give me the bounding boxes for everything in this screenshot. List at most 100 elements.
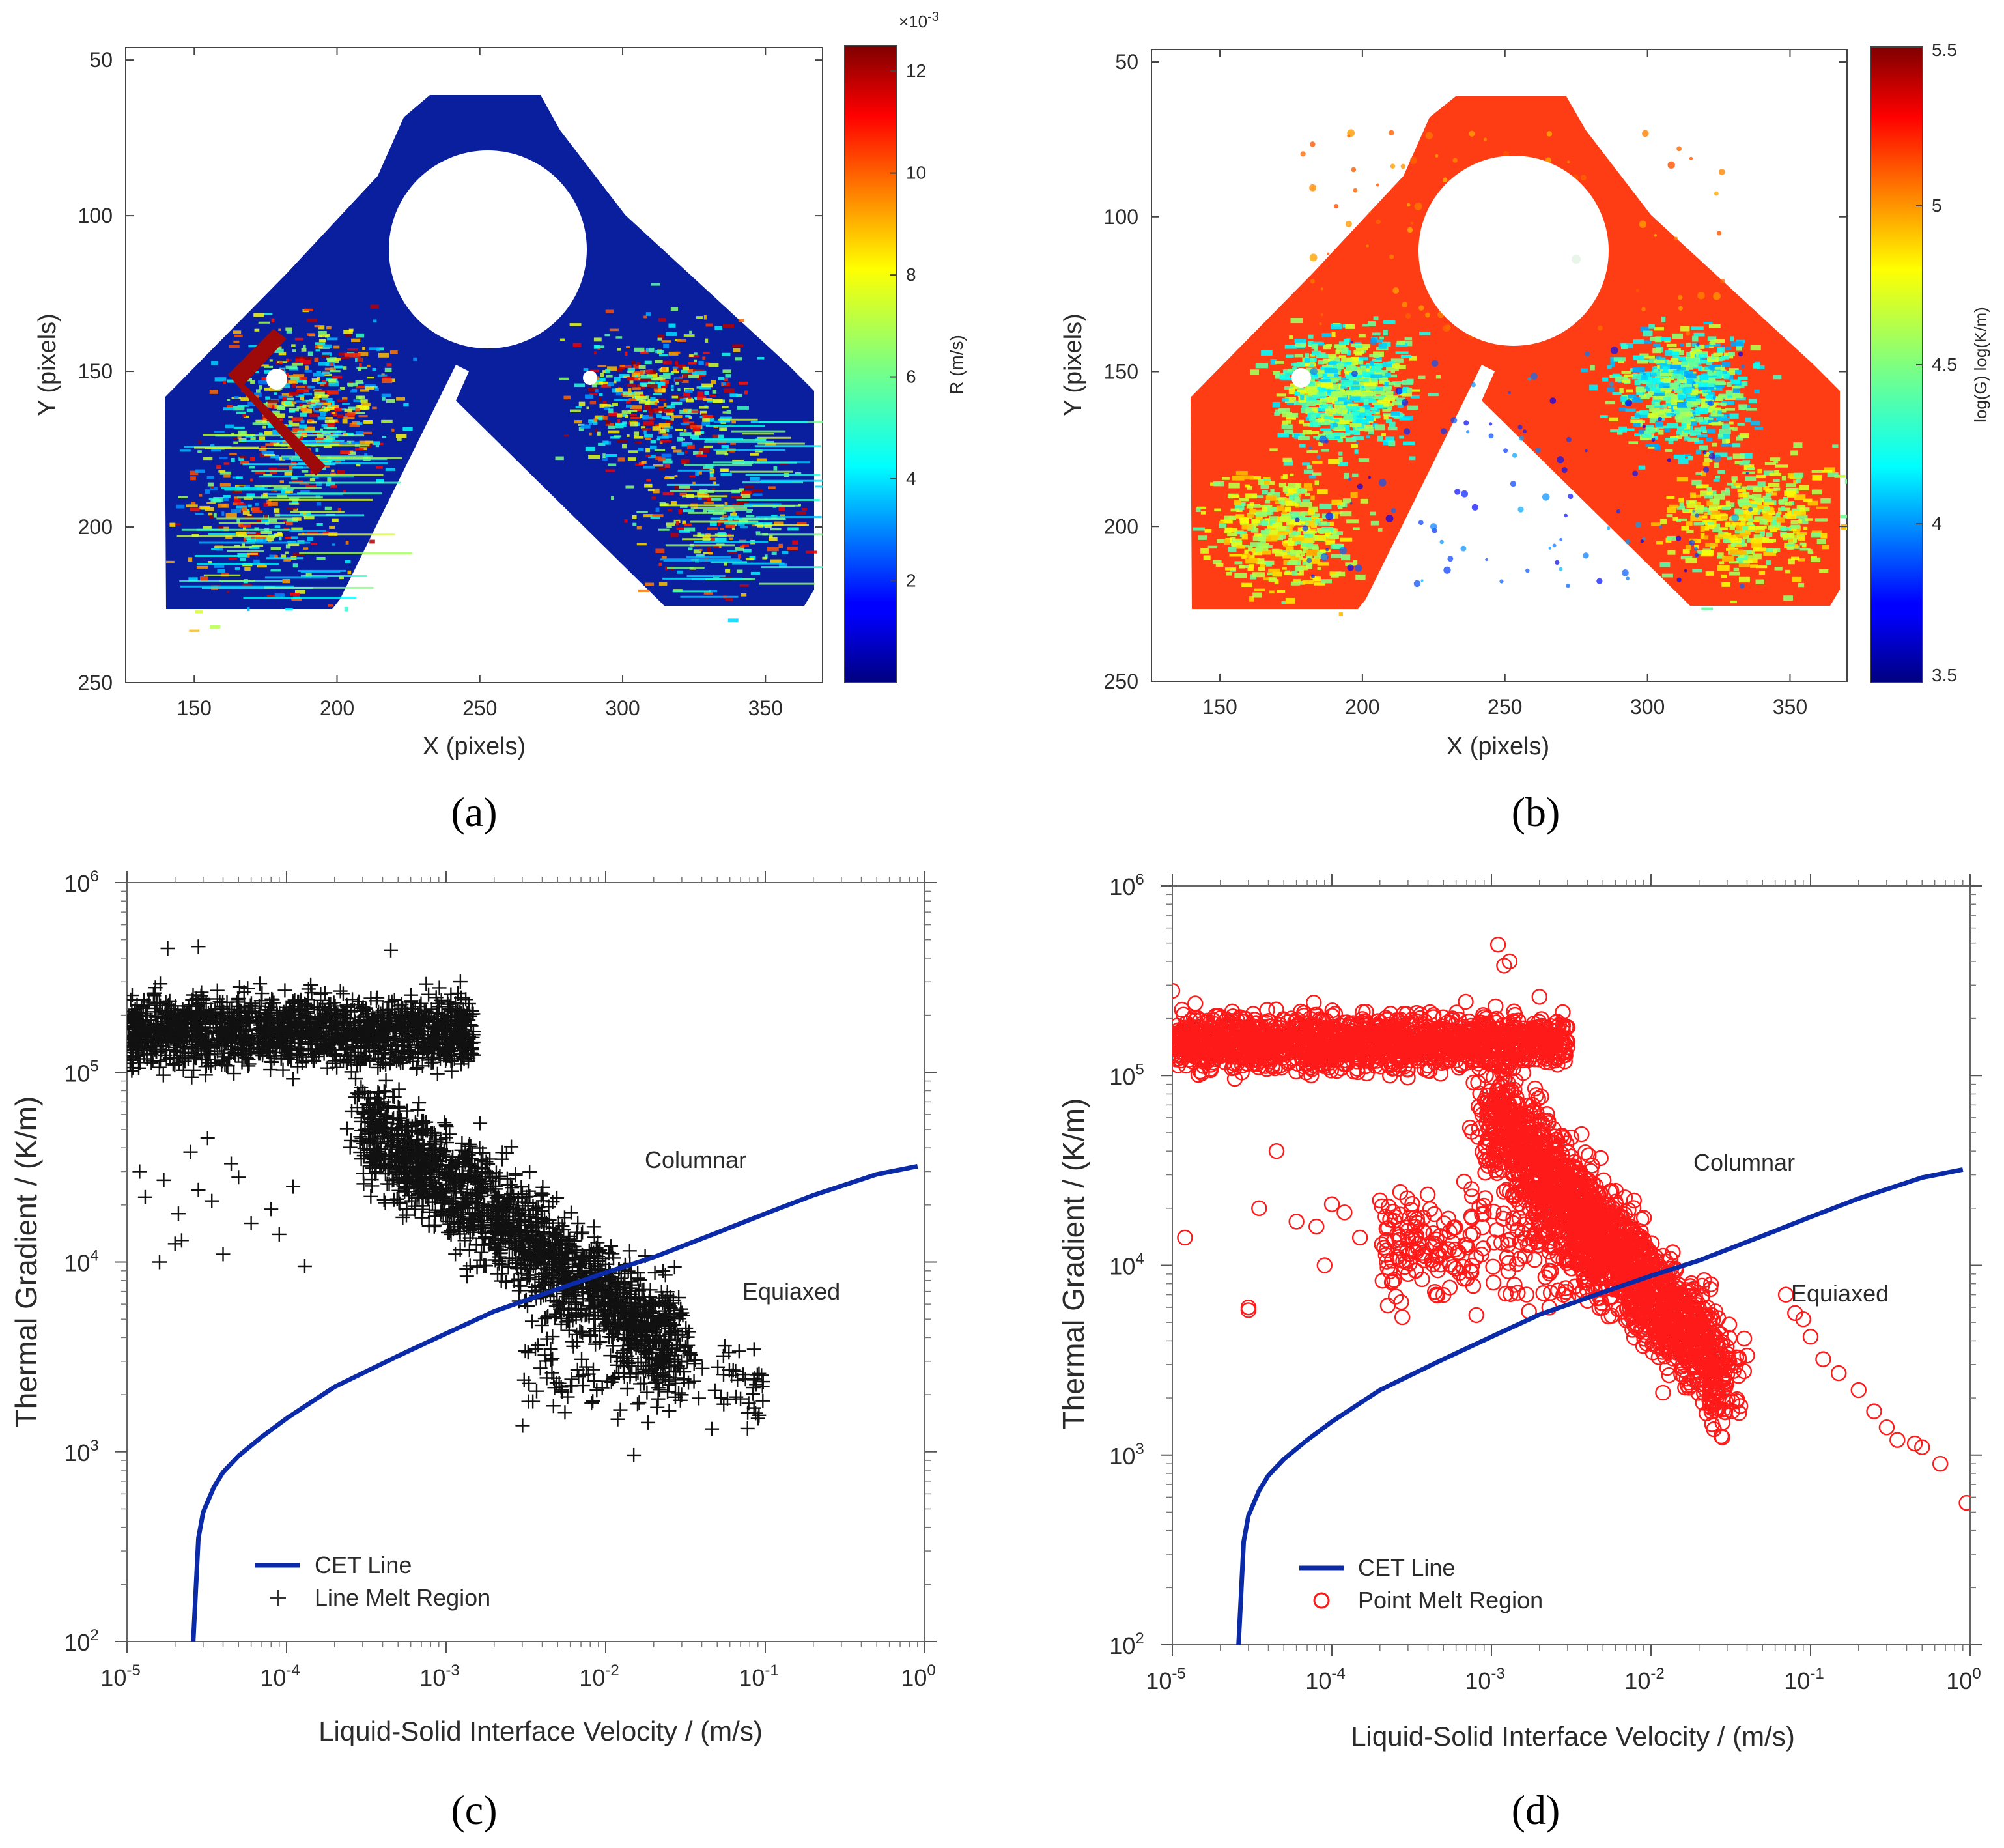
- rate-cell: [254, 328, 260, 332]
- rate-cell: [237, 404, 249, 407]
- gradient-cell: [1799, 507, 1805, 512]
- gradient-cell: [1333, 391, 1343, 395]
- rate-cell: [572, 343, 582, 347]
- gradient-cell: [1730, 341, 1743, 347]
- gradient-cell: [1783, 537, 1788, 541]
- rate-cell: [279, 537, 282, 541]
- gradient-cell: [1715, 396, 1724, 401]
- rate-cell: [244, 415, 249, 418]
- gradient-cell: [1330, 384, 1342, 390]
- gradient-speck: [1555, 560, 1560, 565]
- rate-cell: [254, 371, 259, 373]
- gradient-cell: [1329, 531, 1337, 535]
- rate-cell: [232, 476, 240, 479]
- gradient-cell: [1275, 372, 1280, 378]
- rate-cell: [321, 423, 328, 428]
- gradient-cell: [1772, 516, 1781, 520]
- gradient-cell: [1306, 563, 1313, 569]
- rate-cell: [307, 530, 318, 534]
- rate-cell: [744, 390, 748, 395]
- rate-cell: [320, 428, 323, 432]
- gradient-cell: [1685, 398, 1697, 402]
- rate-cell: [285, 489, 293, 494]
- gradient-cell: [1355, 574, 1366, 580]
- gradient-speck: [1320, 553, 1329, 561]
- rate-cell: [253, 392, 262, 397]
- gradient-cell: [1715, 380, 1725, 384]
- gradient-cell: [1754, 427, 1763, 430]
- rate-cell: [326, 405, 335, 408]
- data-point: [263, 1062, 278, 1077]
- gradient-cell: [1392, 401, 1402, 406]
- rate-cell: [703, 591, 713, 595]
- gradient-cell: [1659, 373, 1673, 377]
- gradient-speck: [1306, 558, 1312, 563]
- rate-cell: [593, 422, 598, 425]
- gradient-cell: [1354, 366, 1362, 372]
- gradient-cell: [1616, 432, 1623, 435]
- rate-cell: [663, 372, 674, 375]
- rate-cell: [367, 377, 374, 379]
- rate-cell: [683, 392, 690, 397]
- rate-cell: [569, 323, 582, 326]
- gradient-cell: [1741, 486, 1749, 490]
- gradient-cell: [1330, 511, 1343, 515]
- rate-cell: [670, 406, 675, 412]
- gradient-cell: [1311, 343, 1318, 349]
- gradient-cell: [1368, 429, 1374, 435]
- gradient-cell: [1649, 417, 1657, 423]
- rate-cell: [673, 449, 682, 453]
- rate-cell: [658, 457, 666, 462]
- rate-cell: [730, 442, 737, 445]
- gradient-cell: [1773, 487, 1781, 491]
- gradient-cell: [1193, 527, 1205, 531]
- rate-cell: [382, 397, 386, 401]
- rate-cell: [299, 377, 307, 380]
- rate-cell: [688, 362, 697, 365]
- gradient-cell: [1278, 498, 1284, 504]
- gradient-cell: [1276, 497, 1287, 501]
- rate-cell: [304, 426, 315, 431]
- rate-cell: [223, 407, 235, 411]
- gradient-cell: [1824, 467, 1835, 472]
- rate-cell: [655, 456, 662, 460]
- rate-cell: [333, 345, 340, 349]
- gradient-cell: [1768, 483, 1780, 487]
- rate-cell: [716, 450, 727, 455]
- gradient-speck: [1461, 490, 1469, 498]
- gradient-cell: [1310, 414, 1316, 420]
- rate-cell: [657, 337, 662, 341]
- rate-cell: [326, 427, 337, 430]
- gradient-cell: [1308, 334, 1314, 339]
- rate-cell: [787, 546, 798, 550]
- rate-cell: [279, 361, 283, 364]
- gradient-cell: [1703, 321, 1713, 325]
- rate-cell: [294, 337, 304, 341]
- gradient-cell: [1663, 396, 1672, 401]
- gradient-cell: [1757, 365, 1765, 369]
- small-hole: [1572, 255, 1581, 264]
- rate-cell: [643, 514, 653, 518]
- rate-cell: [233, 441, 238, 444]
- gradient-cell: [1258, 520, 1269, 526]
- rate-cell: [373, 319, 377, 323]
- rate-cell: [815, 485, 823, 488]
- rate-cell: [250, 478, 253, 482]
- rate-cell: [339, 575, 344, 580]
- gradient-cell: [1680, 556, 1693, 560]
- rate-cell: [628, 377, 639, 381]
- rate-cell: [244, 567, 251, 571]
- gradient-cell: [1300, 395, 1305, 401]
- gradient-cell: [1766, 560, 1771, 565]
- gradient-cell: [1665, 411, 1671, 415]
- gradient-cell: [1794, 494, 1806, 501]
- gradient-cell: [1317, 407, 1325, 412]
- rate-cell: [660, 378, 666, 382]
- gradient-cell: [1329, 361, 1337, 365]
- rate-cell: [194, 610, 203, 614]
- rate-cell: [186, 504, 198, 507]
- gradient-cell: [1386, 367, 1399, 371]
- gradient-cell: [1368, 321, 1376, 326]
- gradient-cell: [1269, 516, 1279, 520]
- rate-cell: [342, 403, 350, 405]
